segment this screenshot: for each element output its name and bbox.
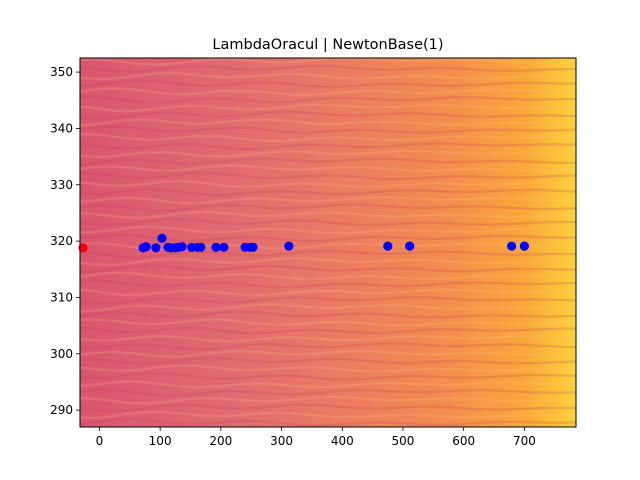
data-point bbox=[284, 241, 294, 251]
contour-band bbox=[80, 395, 576, 405]
contour-band bbox=[80, 264, 576, 274]
contour-band bbox=[80, 357, 576, 365]
contour-band bbox=[80, 249, 576, 259]
plot-area bbox=[80, 58, 576, 427]
contour-band bbox=[80, 203, 576, 212]
contour-band bbox=[80, 95, 576, 104]
contour-band bbox=[80, 149, 576, 159]
data-points bbox=[78, 233, 529, 253]
contour-band bbox=[80, 71, 576, 81]
data-point bbox=[141, 242, 151, 252]
contour-band bbox=[80, 196, 576, 205]
contour-band bbox=[80, 79, 576, 88]
contour-band bbox=[80, 64, 576, 74]
contour-band bbox=[80, 132, 576, 143]
y-tick-label: 340 bbox=[50, 121, 73, 135]
contour-band bbox=[80, 180, 576, 189]
contour-band bbox=[80, 118, 576, 128]
y-tick-label: 310 bbox=[50, 290, 73, 304]
contour-band bbox=[80, 256, 576, 267]
contour-band bbox=[80, 380, 576, 389]
data-point bbox=[248, 242, 258, 252]
contour-band bbox=[80, 271, 576, 281]
contour-band bbox=[80, 188, 576, 197]
data-point bbox=[383, 241, 393, 251]
contour-band bbox=[80, 310, 576, 319]
contour-band bbox=[80, 217, 576, 227]
data-point bbox=[405, 241, 415, 251]
contour-band bbox=[80, 334, 576, 343]
contour-band bbox=[80, 233, 576, 243]
contour-band bbox=[80, 403, 576, 412]
contour-band bbox=[80, 326, 576, 335]
data-point bbox=[507, 241, 517, 251]
y-tick-label: 320 bbox=[50, 234, 73, 248]
data-point bbox=[78, 243, 88, 253]
contour-band bbox=[80, 110, 576, 120]
y-axis: 290 300 310 320 330 340 350 bbox=[50, 65, 80, 417]
contour-band bbox=[80, 318, 576, 327]
contour-band bbox=[80, 372, 576, 381]
contour-band bbox=[80, 364, 576, 373]
x-tick-label: 500 bbox=[392, 434, 415, 448]
contour-band bbox=[80, 388, 576, 397]
data-point bbox=[177, 242, 187, 252]
data-point bbox=[196, 242, 206, 252]
y-tick-label: 300 bbox=[50, 347, 73, 361]
x-axis: 0 100 200 300 400 500 600 700 bbox=[96, 427, 536, 448]
x-tick-label: 400 bbox=[331, 434, 354, 448]
contour-band bbox=[80, 58, 576, 66]
contour-band bbox=[80, 296, 576, 305]
data-point bbox=[157, 233, 167, 243]
data-point bbox=[151, 243, 161, 253]
x-tick-label: 300 bbox=[270, 434, 293, 448]
contour-band bbox=[80, 172, 576, 181]
contour-band bbox=[80, 349, 576, 358]
contour-band bbox=[80, 410, 576, 420]
contour-band bbox=[80, 342, 576, 351]
data-point bbox=[211, 242, 221, 252]
y-tick-label: 350 bbox=[50, 65, 73, 79]
x-tick-label: 600 bbox=[452, 434, 475, 448]
contour-band bbox=[80, 125, 576, 134]
contour-band bbox=[80, 142, 576, 151]
x-tick-label: 0 bbox=[96, 434, 104, 448]
contour-band bbox=[80, 279, 576, 289]
contour-bands bbox=[80, 58, 576, 427]
contour-band bbox=[80, 164, 576, 173]
x-tick-label: 700 bbox=[513, 434, 536, 448]
x-tick-label: 100 bbox=[149, 434, 172, 448]
contour-band bbox=[80, 210, 576, 220]
contour-band bbox=[80, 417, 576, 427]
contour-band bbox=[80, 87, 576, 97]
y-tick-label: 290 bbox=[50, 403, 73, 417]
data-point bbox=[519, 241, 529, 251]
contour-band bbox=[80, 287, 576, 297]
contour-band bbox=[80, 157, 576, 167]
contour-band bbox=[80, 303, 576, 313]
plot-frame bbox=[79, 57, 577, 428]
chart-title: LambdaOracul | NewtonBase(1) bbox=[212, 37, 443, 53]
contour-band bbox=[80, 103, 576, 113]
x-tick-label: 200 bbox=[209, 434, 232, 448]
data-point bbox=[219, 242, 229, 252]
contour-band bbox=[80, 225, 576, 235]
y-tick-label: 330 bbox=[50, 178, 73, 192]
